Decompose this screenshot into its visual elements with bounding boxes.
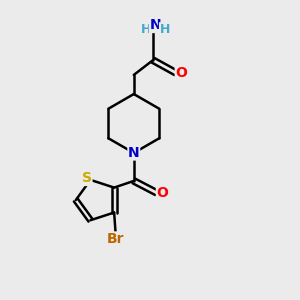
Text: H: H — [160, 23, 170, 36]
Text: N: N — [149, 18, 161, 32]
Text: Br: Br — [107, 232, 124, 246]
Text: H: H — [140, 23, 151, 36]
Text: N: N — [128, 146, 140, 160]
Text: O: O — [175, 66, 187, 80]
Text: O: O — [156, 186, 168, 200]
Text: S: S — [82, 171, 92, 185]
